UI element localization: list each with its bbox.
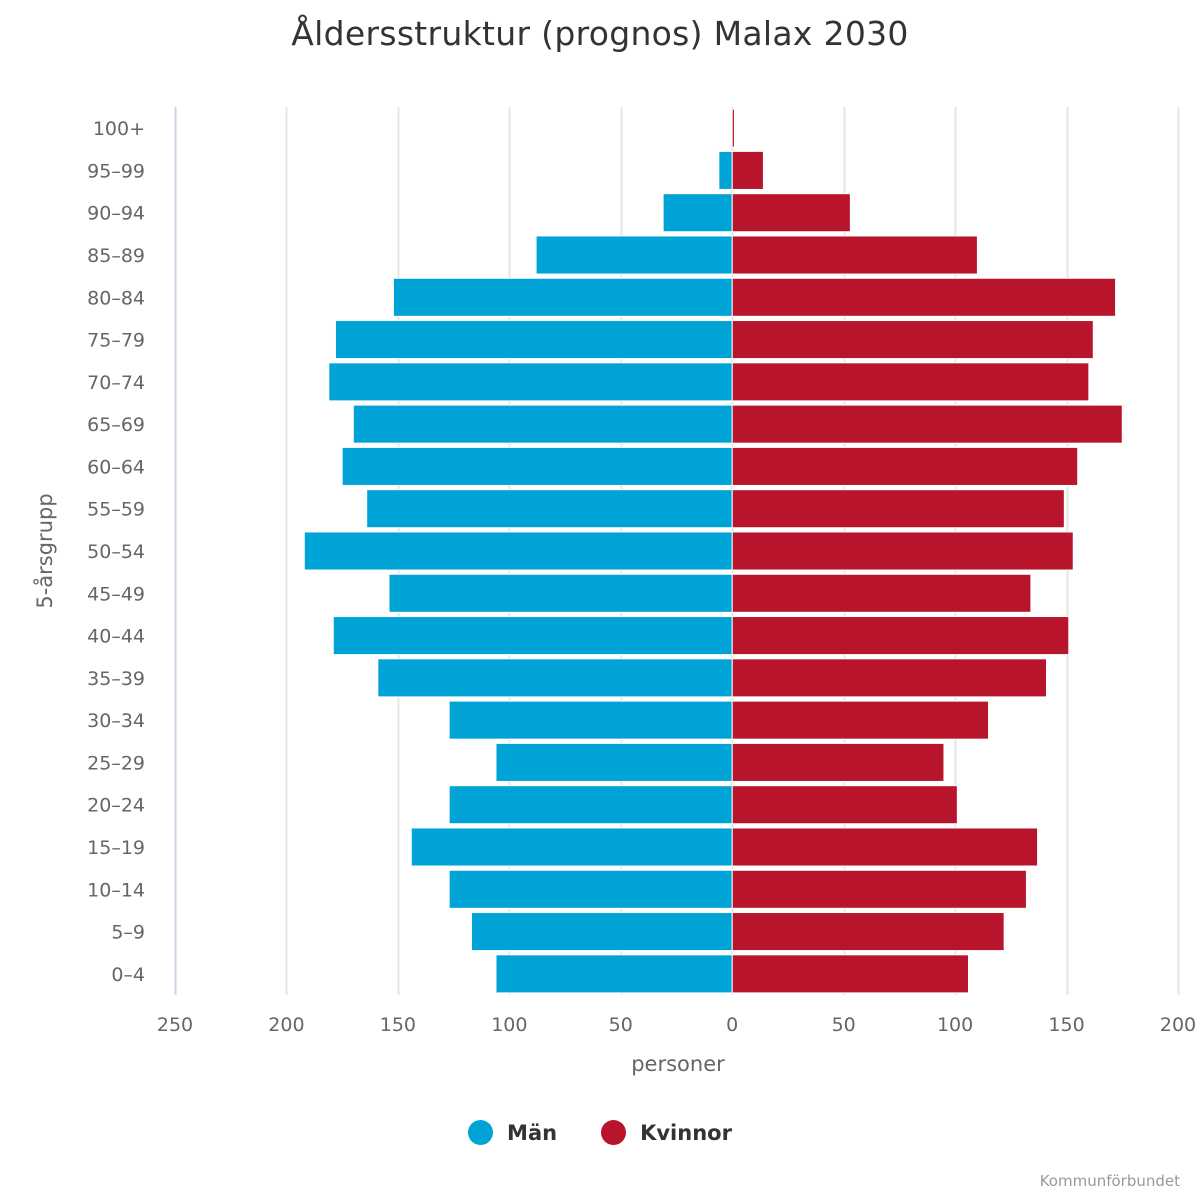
chart-title: Åldersstruktur (prognos) Malax 2030: [291, 14, 909, 53]
legend-marker-icon: [601, 1120, 627, 1145]
bar-man-20-24[interactable]: [448, 785, 733, 825]
y-tick-label: 55–59: [87, 499, 145, 521]
y-tick-label: 5–9: [111, 922, 145, 944]
bar-kvinnor-30-34[interactable]: [731, 700, 990, 740]
y-tick-label: 80–84: [87, 287, 145, 309]
y-tick-label: 0–4: [111, 964, 145, 986]
y-axis-title: 5-årsgrupp: [32, 493, 57, 608]
y-tick-label: 90–94: [87, 203, 145, 225]
y-axis-labels: 100+ 95–99 90–94 85–89 80–84 75–79 70–74 65–69 6…: [87, 118, 145, 986]
x-axis-labels: 250 200 150 100 50 0 50 100 150 200: [157, 1014, 1196, 1036]
bars: [303, 108, 1123, 994]
bar-kvinnor-55-59[interactable]: [731, 489, 1065, 529]
y-tick-label: 30–34: [87, 710, 145, 732]
bar-man-85-89[interactable]: [535, 235, 733, 275]
x-tick-label: 250: [157, 1014, 193, 1036]
bar-man-45-49[interactable]: [388, 573, 733, 613]
bar-kvinnor-95-99[interactable]: [731, 150, 764, 190]
legend-item-man[interactable]: Män: [468, 1120, 557, 1145]
y-tick-label: 100+: [93, 118, 145, 140]
y-tick-label: 95–99: [87, 160, 145, 182]
bar-man-30-34[interactable]: [448, 700, 733, 740]
bar-man-0-4[interactable]: [495, 954, 733, 994]
legend-marker-icon: [468, 1120, 494, 1145]
legend-label: Män: [507, 1120, 558, 1145]
bar-man-5-9[interactable]: [470, 912, 733, 952]
bar-kvinnor-70-74[interactable]: [731, 362, 1090, 402]
bar-kvinnor-40-44[interactable]: [731, 616, 1070, 656]
y-tick-label: 25–29: [87, 752, 145, 774]
x-tick-label: 0: [726, 1014, 738, 1036]
x-axis-title: personer: [631, 1052, 725, 1076]
bar-kvinnor-80-84[interactable]: [731, 277, 1117, 317]
bar-kvinnor-20-24[interactable]: [731, 785, 958, 825]
bar-kvinnor-45-49[interactable]: [731, 573, 1032, 613]
bar-man-70-74[interactable]: [328, 362, 733, 402]
y-tick-label: 20–24: [87, 795, 145, 817]
legend: Män Kvinnor: [0, 1120, 1200, 1145]
bar-kvinnor-5-9[interactable]: [731, 912, 1005, 952]
bar-man-75-79[interactable]: [334, 320, 733, 360]
bar-man-60-64[interactable]: [341, 446, 733, 486]
bar-kvinnor-0-4[interactable]: [731, 954, 969, 994]
y-tick-label: 15–19: [87, 837, 145, 859]
y-tick-label: 50–54: [87, 541, 145, 563]
bar-man-35-39[interactable]: [377, 658, 733, 698]
x-tick-label: 100: [491, 1014, 527, 1036]
x-tick-label: 100: [937, 1014, 973, 1036]
bar-kvinnor-65-69[interactable]: [731, 404, 1123, 444]
bar-kvinnor-100+[interactable]: [731, 108, 735, 148]
bar-man-50-54[interactable]: [303, 531, 733, 571]
bar-kvinnor-60-64[interactable]: [731, 446, 1079, 486]
population-pyramid-chart: 100+ 95–99 90–94 85–89 80–84 75–79 70–74 65–69 6…: [32, 107, 1196, 1076]
x-tick-label: 200: [268, 1014, 304, 1036]
y-tick-label: 75–79: [87, 330, 145, 352]
y-tick-label: 60–64: [87, 456, 145, 478]
y-tick-label: 85–89: [87, 245, 145, 267]
bar-man-90-94[interactable]: [662, 193, 733, 233]
legend-item-kvinnor[interactable]: Kvinnor: [601, 1120, 732, 1145]
bar-kvinnor-15-19[interactable]: [731, 827, 1039, 867]
x-tick-label: 50: [609, 1014, 633, 1036]
bar-man-25-29[interactable]: [495, 742, 733, 782]
x-tick-label: 150: [380, 1014, 416, 1036]
x-tick-label: 200: [1160, 1014, 1196, 1036]
bar-kvinnor-25-29[interactable]: [731, 742, 945, 782]
bar-kvinnor-10-14[interactable]: [731, 869, 1027, 909]
y-tick-label: 70–74: [87, 372, 145, 394]
y-tick-label: 40–44: [87, 626, 145, 648]
bar-man-80-84[interactable]: [392, 277, 733, 317]
bar-man-40-44[interactable]: [332, 616, 733, 656]
y-tick-label: 45–49: [87, 583, 145, 605]
x-tick-label: 150: [1048, 1014, 1084, 1036]
bar-kvinnor-90-94[interactable]: [731, 193, 851, 233]
bar-kvinnor-50-54[interactable]: [731, 531, 1074, 571]
y-tick-label: 10–14: [87, 879, 145, 901]
bar-man-95-99[interactable]: [718, 150, 733, 190]
bar-man-10-14[interactable]: [448, 869, 733, 909]
x-tick-label: 50: [832, 1014, 856, 1036]
bar-man-65-69[interactable]: [352, 404, 733, 444]
y-tick-label: 65–69: [87, 414, 145, 436]
bar-kvinnor-75-79[interactable]: [731, 320, 1094, 360]
credits-link[interactable]: Kommunförbundet: [1039, 1172, 1180, 1190]
bar-man-55-59[interactable]: [366, 489, 733, 529]
bar-kvinnor-35-39[interactable]: [731, 658, 1047, 698]
legend-label: Kvinnor: [640, 1120, 732, 1145]
bar-man-15-19[interactable]: [410, 827, 733, 867]
y-tick-label: 35–39: [87, 668, 145, 690]
bar-kvinnor-85-89[interactable]: [731, 235, 978, 275]
